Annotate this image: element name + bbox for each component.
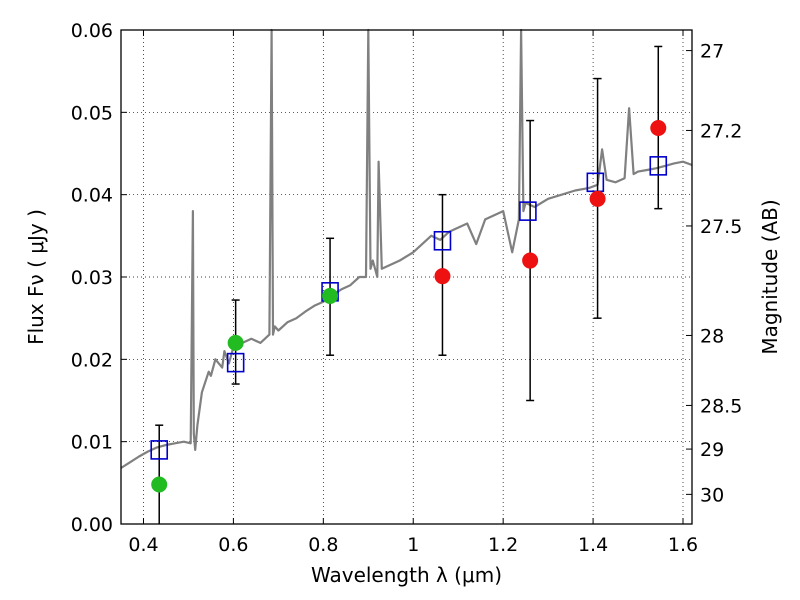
- red-data-point: [589, 190, 606, 207]
- y-tick-label: 0.04: [71, 185, 113, 207]
- x-tick-label: 1: [407, 534, 419, 556]
- right-tick-label: 29: [700, 439, 724, 461]
- y-axis-label: Flux Fν ( μJy ): [24, 209, 48, 345]
- x-tick-label: 0.6: [218, 534, 248, 556]
- model-square-marker: [519, 201, 537, 221]
- y-tick-label: 0.01: [71, 432, 113, 454]
- right-tick-label: 27.2: [700, 120, 742, 142]
- y-tick-label: 0.02: [71, 349, 113, 371]
- green-data-point: [151, 476, 168, 493]
- spectrum-line: [120, 28, 693, 469]
- right-tick-label: 28: [700, 325, 724, 347]
- red-data-point: [650, 119, 667, 136]
- marker-layer: [150, 119, 668, 493]
- plot-frame: [120, 29, 693, 525]
- right-tick-label: 30: [700, 484, 724, 506]
- green-data-point: [322, 287, 339, 304]
- tick-layer: 0.4 0.6 0.8 1 1.2 1.4 1.6 0.00 0.01 0.02 0.03 0.04 0…: [71, 20, 743, 556]
- x-axis-label: Wavelength λ (μm): [311, 563, 502, 587]
- errorbar-layer: [155, 45, 663, 524]
- y-tick-label: 0.03: [71, 267, 113, 289]
- right-tick-label: 28.5: [700, 395, 742, 417]
- red-data-point: [522, 252, 539, 269]
- model-square-marker: [433, 230, 452, 251]
- right-tick-label: 27: [700, 41, 724, 63]
- model-square-marker: [150, 440, 169, 460]
- x-tick-label: 1.4: [578, 534, 608, 556]
- x-tick-label: 0.8: [308, 534, 338, 556]
- y-tick-label: 0.00: [71, 514, 113, 536]
- x-tick-label: 1.6: [668, 534, 698, 556]
- red-data-point: [434, 268, 451, 285]
- grid: [121, 29, 692, 525]
- right-tick-label: 27.5: [700, 216, 742, 238]
- model-square-marker: [226, 352, 245, 373]
- y-tick-label: 0.06: [71, 20, 113, 42]
- spectrum-layer: [120, 28, 693, 469]
- green-data-point: [227, 334, 244, 351]
- x-tick-label: 0.4: [128, 534, 158, 556]
- right-axis-label: Magnitude (AB): [758, 199, 782, 354]
- x-tick-label: 1.2: [488, 534, 518, 556]
- model-square-marker: [649, 156, 668, 176]
- y-tick-label: 0.05: [71, 102, 113, 124]
